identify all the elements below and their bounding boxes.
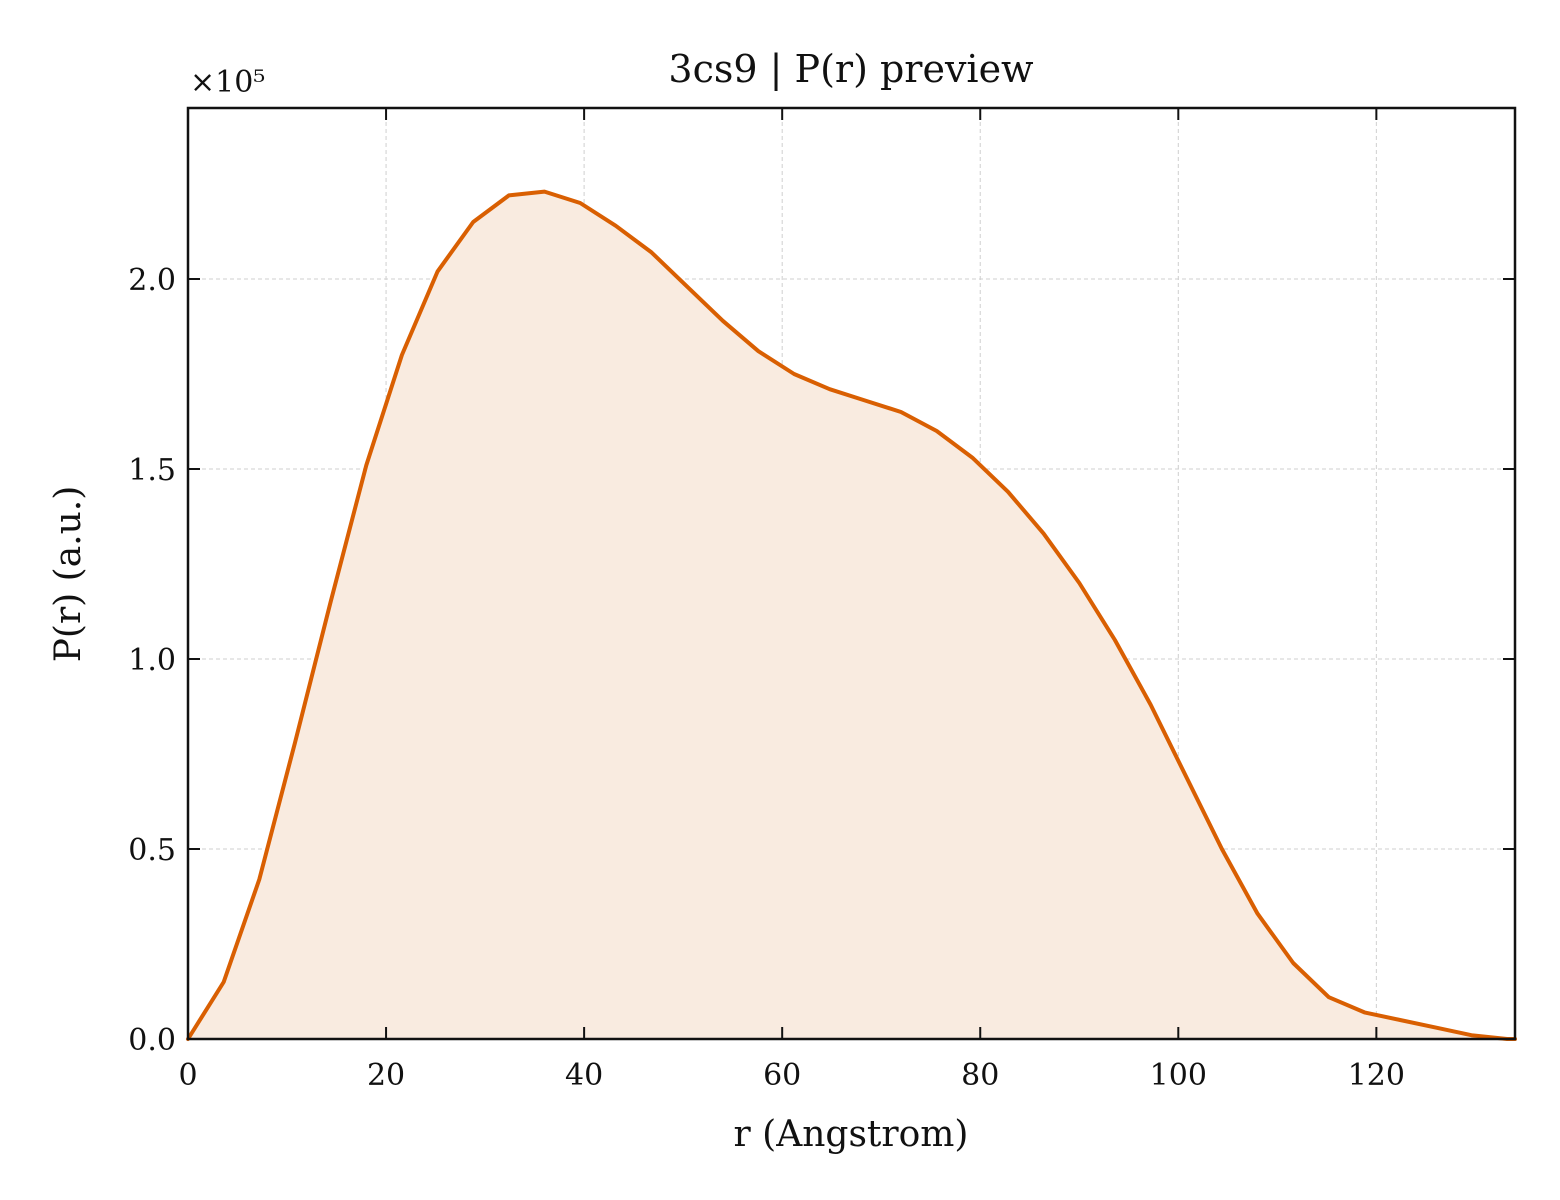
chart-title: 3cs9 | P(r) preview [668,47,1034,91]
x-tick-label: 60 [763,1058,801,1093]
x-tick-label: 80 [961,1058,999,1093]
x-tick-label: 20 [367,1058,405,1093]
y-tick-label: 0.5 [128,833,176,868]
y-axis-title: P(r) (a.u.) [48,486,89,663]
x-axis-title: r (Angstrom) [734,1114,969,1155]
ticks [187,108,1515,1040]
x-tick-label: 100 [1150,1058,1207,1093]
y-tick-label: 1.5 [128,453,176,488]
y-tick-label: 1.0 [128,643,176,678]
x-tick-label: 120 [1348,1058,1405,1093]
series-line [186,189,1517,1041]
plot-frame [186,106,1517,1041]
x-tick-label: 0 [178,1058,197,1093]
y-tick-label: 0.0 [128,1023,176,1058]
area-fill [188,191,1515,1040]
x-tick-label: 40 [565,1058,603,1093]
y-offset-label: ×10⁵ [190,65,265,100]
y-tick-label: 2.0 [128,263,176,298]
tick-labels: 0 20 40 60 80 100 120 0.0 0.5 1.0 1.5 2.0 [128,263,1405,1093]
